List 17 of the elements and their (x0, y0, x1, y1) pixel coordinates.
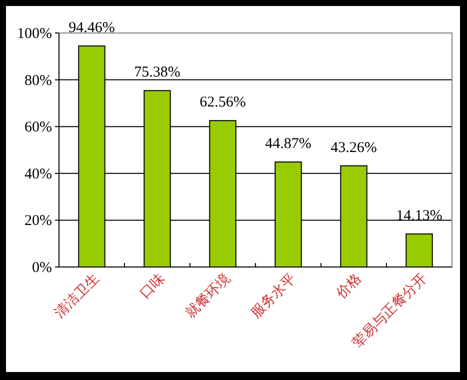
x-tick-label: 服务水平 (248, 270, 300, 322)
data-label: 43.26% (330, 140, 377, 156)
x-tick-label: 就餐环境 (182, 270, 234, 322)
x-tick-label: 价格 (332, 270, 365, 302)
data-label: 62.56% (200, 94, 246, 111)
y-tick-label: 80% (24, 72, 52, 89)
x-tick-label: 清洁卫生 (52, 270, 103, 322)
data-label: 94.46% (68, 20, 115, 36)
y-tick-label: 20% (24, 213, 52, 230)
y-tick-label: 100% (17, 26, 52, 42)
y-tick-label: 0% (32, 260, 52, 276)
data-label: 44.87% (265, 136, 312, 152)
y-tick-label: 40% (24, 166, 52, 182)
y-tick-label: 60% (24, 120, 52, 136)
data-label: 14.13% (396, 208, 442, 224)
data-label: 75.38% (134, 64, 180, 81)
x-tick-label: 口味 (136, 270, 168, 302)
